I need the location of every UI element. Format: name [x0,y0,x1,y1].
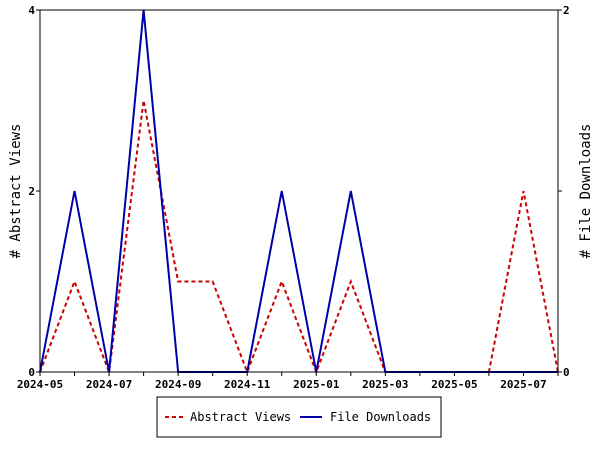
y-tick-label-right: 0 [563,366,570,379]
y-tick-label-left: 2 [28,185,35,198]
legend-label-file-downloads: File Downloads [330,410,431,424]
y-axis-title-right: # File Downloads [578,124,594,259]
y-tick-label-right: 2 [563,4,570,17]
legend-label-abstract-views: Abstract Views [190,410,291,424]
x-tick-label: 2024-05 [17,378,63,391]
x-tick-label: 2024-11 [224,378,271,391]
series-line-abstract-views [39,100,559,375]
x-tick-label: 2025-01 [293,378,340,391]
x-tick-label: 2024-07 [86,378,132,391]
y-tick-label-left: 0 [28,366,35,379]
x-tick-label: 2025-07 [500,378,546,391]
tick-group: 2024-05 2024-07 2024-09 2024-11 2025-01 2025-… [17,4,570,391]
x-tick-label: 2025-05 [431,378,477,391]
x-tick-label: 2025-03 [362,378,408,391]
plot-frame [39,9,559,373]
y-tick-label-left: 4 [28,4,35,17]
x-tick-label: 2024-09 [155,378,201,391]
series-line-file-downloads [39,9,558,373]
y-axis-title-left: # Abstract Views [8,124,24,259]
chart-marks [39,9,559,375]
legend-box [156,396,442,438]
legend: Abstract Views File Downloads [156,396,442,438]
